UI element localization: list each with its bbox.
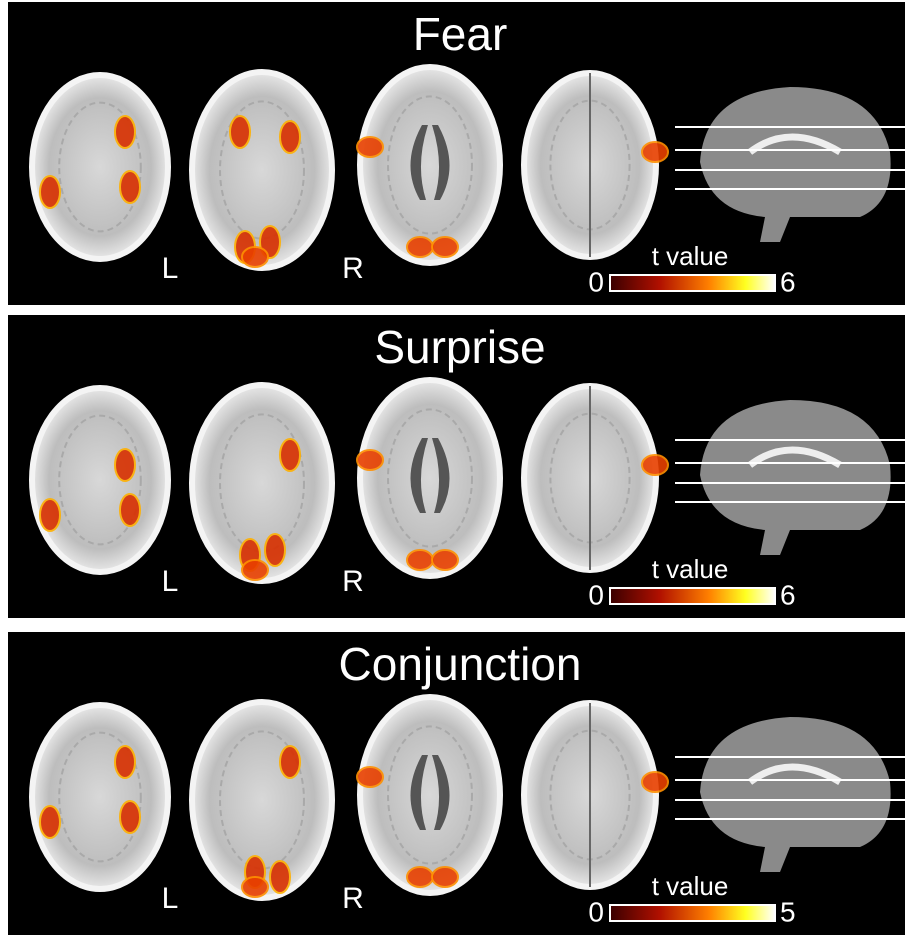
colorbar-label: t value: [652, 554, 729, 584]
activation: [280, 439, 300, 471]
activation: [432, 237, 458, 257]
page: Fear L Rt value 0 6 Surprise L Rt value 0 6 Conjun…: [0, 0, 909, 939]
hemisphere-label: L: [162, 565, 179, 598]
colorbar-label: t value: [652, 871, 729, 901]
activation: [407, 237, 433, 257]
activation: [642, 772, 668, 792]
activation: [230, 116, 250, 148]
colorbar-max: 6: [780, 266, 796, 297]
colorbar: [610, 905, 775, 921]
activation: [242, 247, 268, 267]
activation: [120, 494, 140, 526]
activation: [270, 861, 290, 893]
activation: [642, 455, 668, 475]
activation: [280, 746, 300, 778]
colorbar-label: t value: [652, 241, 729, 271]
hemisphere-label: L: [162, 252, 179, 285]
colorbar-max: 6: [780, 579, 796, 610]
activation: [115, 746, 135, 778]
activation: [357, 450, 383, 470]
hemisphere-label: R: [342, 882, 364, 915]
colorbar-min: 0: [588, 579, 604, 610]
panel-title: Fear: [413, 8, 508, 60]
colorbar-min: 0: [588, 266, 604, 297]
panel-title: Surprise: [374, 321, 545, 373]
activation: [407, 550, 433, 570]
hemisphere-label: R: [342, 565, 364, 598]
activation: [265, 534, 285, 566]
activation: [357, 767, 383, 787]
colorbar: [610, 588, 775, 604]
activation: [242, 877, 268, 897]
activation: [40, 176, 60, 208]
activation: [40, 806, 60, 838]
colorbar-max: 5: [780, 896, 796, 927]
activation: [120, 801, 140, 833]
activation: [242, 560, 268, 580]
activation: [115, 449, 135, 481]
activation: [357, 137, 383, 157]
activation: [115, 116, 135, 148]
activation: [280, 121, 300, 153]
hemisphere-label: R: [342, 252, 364, 285]
activation: [432, 867, 458, 887]
activation: [642, 142, 668, 162]
activation: [407, 867, 433, 887]
colorbar-min: 0: [588, 896, 604, 927]
activation: [432, 550, 458, 570]
figure: Fear L Rt value 0 6 Surprise L Rt value 0 6 Conjun…: [0, 0, 909, 939]
activation: [40, 499, 60, 531]
panel-title: Conjunction: [339, 638, 582, 690]
colorbar: [610, 275, 775, 291]
activation: [120, 171, 140, 203]
hemisphere-label: L: [162, 882, 179, 915]
